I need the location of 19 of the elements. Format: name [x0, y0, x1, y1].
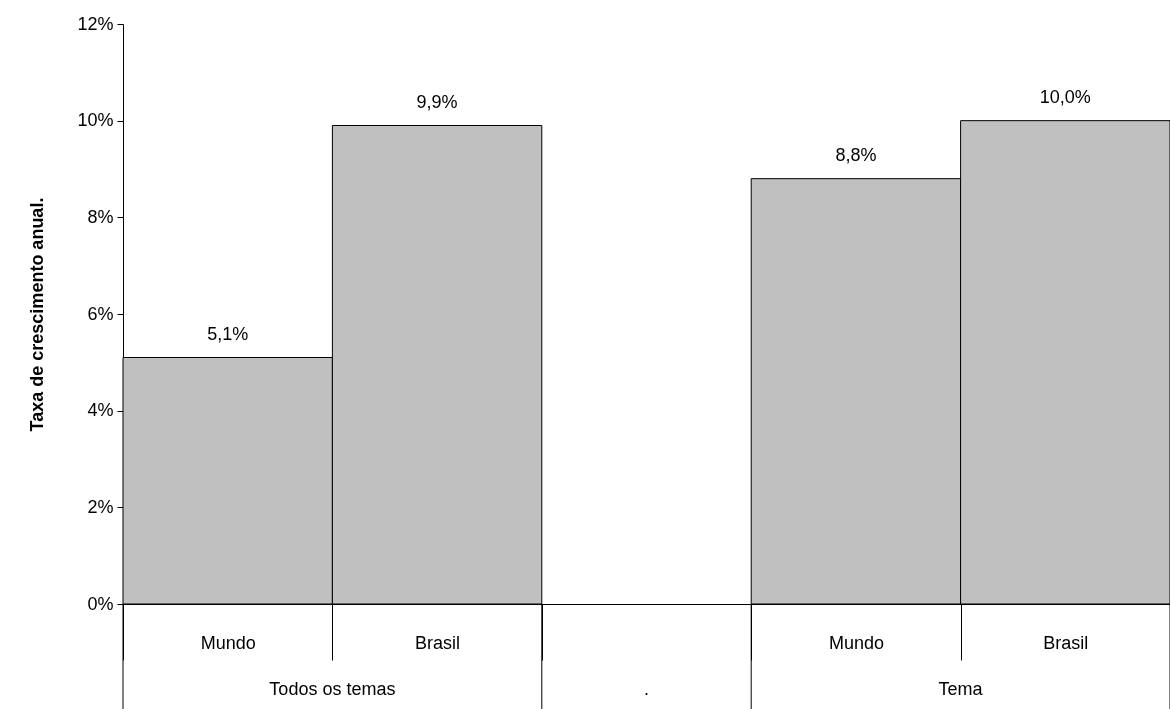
y-tick-label: 4%: [87, 400, 114, 421]
y-tick-label: 2%: [87, 496, 114, 517]
text: .: [643, 679, 650, 699]
y-tick-label: 12%: [77, 13, 114, 34]
data-label: 8,8%: [835, 144, 877, 165]
text: Tema: [938, 679, 984, 699]
text: Todos os temas: [269, 679, 396, 699]
y-tick-label: 0%: [87, 593, 114, 614]
x-tick-label: Mundo: [828, 632, 884, 653]
x-tick-label: Mundo: [200, 632, 256, 653]
y-tick-label: 6%: [87, 303, 114, 324]
y-tick-label: 8%: [87, 206, 114, 227]
data-label: 5,1%: [207, 323, 249, 344]
y-axis-title: Taxa de crescimento anual.: [27, 197, 48, 432]
data-label: 9,9%: [416, 91, 458, 112]
x-tick-label: Brasil: [415, 632, 461, 653]
y-tick-label: 10%: [77, 110, 114, 131]
x-tick-label: Brasil: [1043, 632, 1089, 653]
data-label: 10,0%: [1039, 86, 1091, 107]
